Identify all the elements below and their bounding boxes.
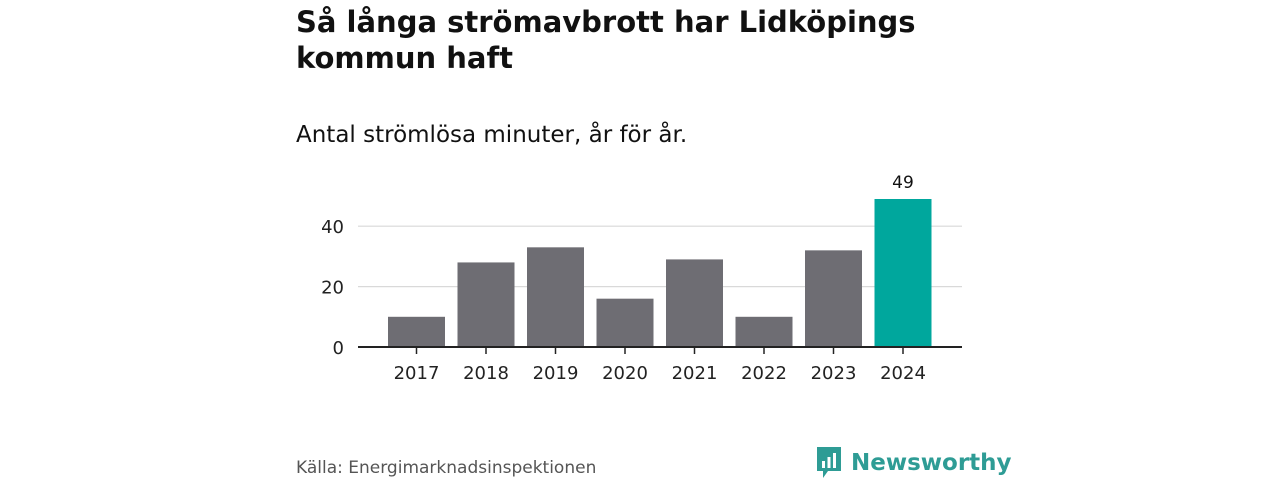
x-tick-label: 2019	[533, 363, 579, 384]
bar-2020	[596, 298, 654, 347]
x-tick-label: 2020	[602, 363, 648, 384]
brand: Newsworthy	[815, 446, 1012, 480]
brand-name: Newsworthy	[851, 450, 1012, 476]
bar-2024	[874, 199, 932, 347]
source-note: Källa: Energimarknadsinspektionen	[296, 458, 597, 478]
bar-chart: 0 20 40 2017 2018 2019 2020 2021 2022 2023 2024 49	[321, 173, 962, 384]
y-tick-label: 20	[321, 278, 344, 299]
bar-2023	[805, 250, 862, 347]
x-tick-label: 2017	[394, 363, 440, 384]
bar-2021	[666, 259, 723, 347]
x-tick-label: 2018	[463, 363, 509, 384]
x-tick-label: 2022	[741, 363, 787, 384]
bar-2018	[457, 262, 515, 347]
bar-2019	[527, 247, 584, 347]
x-tick-label: 2024	[880, 363, 926, 384]
newsworthy-logo-icon	[817, 447, 841, 478]
y-tick-label: 0	[333, 338, 344, 359]
data-label: 49	[892, 173, 914, 193]
bar-2017	[388, 316, 445, 347]
bar-2022	[735, 316, 793, 347]
x-tick-label: 2023	[811, 363, 857, 384]
y-tick-label: 40	[321, 217, 344, 238]
x-tick-label: 2021	[672, 363, 718, 384]
chart-title: Så långa strömavbrott har Lidköpings kom…	[296, 5, 916, 75]
chart-subtitle: Antal strömlösa minuter, år för år.	[296, 122, 688, 148]
